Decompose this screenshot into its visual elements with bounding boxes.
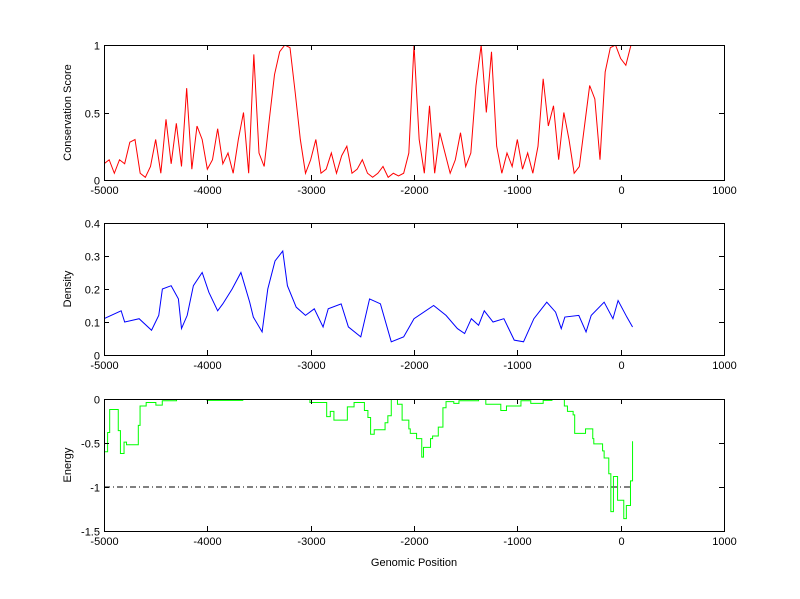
y-tick-label: 0: [94, 395, 100, 407]
x-tick-label: 0: [618, 360, 624, 372]
x-tick-label: -3000: [297, 536, 325, 548]
axes-box: [104, 45, 725, 181]
x-tick-label: -2000: [400, 536, 428, 548]
x-tick-label: -1000: [503, 185, 531, 197]
x-tick-label: -4000: [193, 360, 221, 372]
x-tick-label: -4000: [193, 185, 221, 197]
x-tick-label: -3000: [297, 185, 325, 197]
x-tick-label: -4000: [193, 536, 221, 548]
x-tick-label: 1000: [712, 536, 736, 548]
data-series-line: [104, 249, 633, 343]
y-axis-label: Energy: [62, 447, 74, 482]
data-series-line: [104, 399, 634, 520]
x-axis-label: Genomic Position: [371, 557, 457, 569]
x-tick-label: -5000: [90, 536, 118, 548]
x-tick-label: -2000: [400, 360, 428, 372]
x-tick-label: -1000: [503, 536, 531, 548]
subplot-2: -5000 -4000 -3000 -2000 -1000 0 1000 0 0.1 0.2 0.3…: [62, 219, 737, 373]
x-tick-label: 1000: [712, 185, 736, 197]
y-axis-label: Conservation Score: [62, 64, 74, 161]
y-tick-label: 0.5: [85, 109, 100, 121]
x-tick-label: -3000: [297, 360, 325, 372]
y-axis-label: Density: [62, 270, 74, 307]
data-series-line: [104, 45, 632, 179]
y-tick-label: 0.4: [85, 219, 100, 231]
x-tick-label: -2000: [400, 185, 428, 197]
x-tick-label: 1000: [712, 360, 736, 372]
axes-box: [104, 223, 725, 356]
x-tick-label: -5000: [90, 185, 118, 197]
x-tick-label: -5000: [90, 360, 118, 372]
y-tick-label: 0.3: [85, 252, 100, 264]
x-tick-label: 0: [618, 185, 624, 197]
y-tick-label: 0.1: [85, 318, 100, 330]
y-tick-label: -1.5: [81, 527, 100, 539]
y-tick-label: -0.5: [81, 439, 100, 451]
axes-box: [104, 399, 725, 532]
y-tick-label: 1: [94, 41, 100, 53]
y-tick-label: 0: [94, 351, 100, 363]
y-tick-label: 0.2: [85, 285, 100, 297]
x-tick-label: -1000: [503, 360, 531, 372]
subplot-1: -5000 -4000 -3000 -2000 -1000 0 1000 0 0.5 1 Conse…: [62, 41, 737, 198]
y-tick-label: 0: [94, 176, 100, 188]
x-tick-label: 0: [618, 536, 624, 548]
y-tick-label: -1: [90, 483, 100, 495]
subplot-3: -5000 -4000 -3000 -2000 -1000 0 1000 -1.5 -1 -0.5…: [62, 395, 737, 570]
